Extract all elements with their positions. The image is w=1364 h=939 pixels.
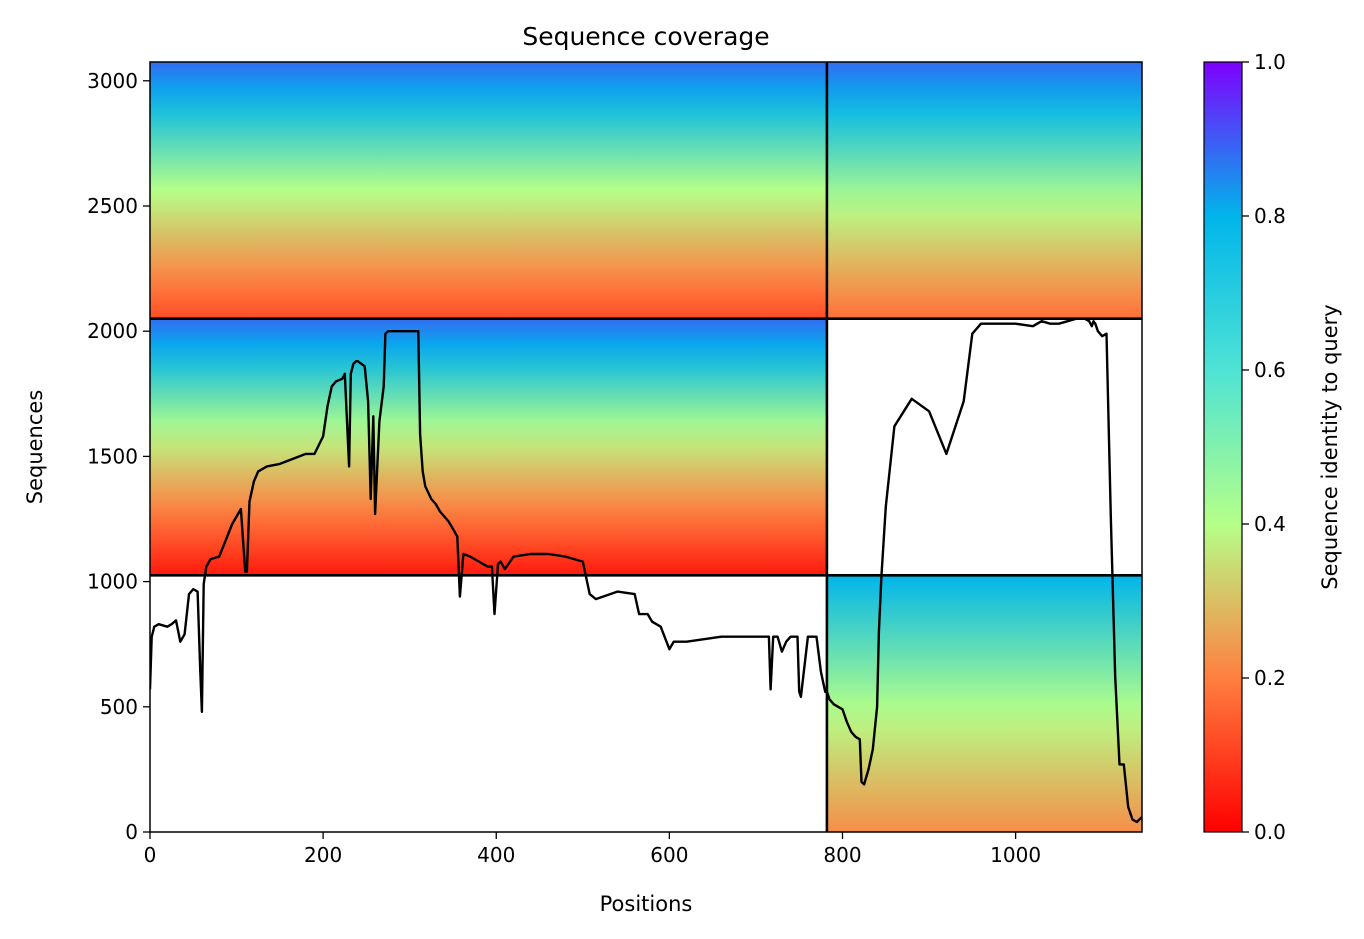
coverage-block [150,62,827,319]
y-tick-label: 0 [125,820,138,844]
x-tick-label: 0 [144,843,157,867]
y-tick-label: 2000 [87,319,138,343]
colorbar [1203,61,1243,833]
coverage-block [150,318,827,576]
x-tick-label: 1000 [990,843,1041,867]
x-axis-label: Positions [600,892,693,916]
coverage-block [826,62,1142,319]
x-tick-label: 800 [823,843,861,867]
coverage-line [150,317,1142,824]
coverage-blocks [150,62,1142,832]
colorbar-tick-label: 0.8 [1254,204,1286,228]
chart-title: Sequence coverage [522,22,769,51]
y-tick-label: 2500 [87,194,138,218]
coverage-block [826,575,1142,832]
plot-frame [149,61,1143,833]
colorbar-tick-label: 1.0 [1254,50,1286,74]
x-tick-label: 400 [477,843,515,867]
colorbar-label: Sequence identity to query [1318,304,1342,589]
y-axis-label: Sequences [23,390,47,505]
x-tick-label: 200 [304,843,342,867]
y-tick-label: 500 [100,695,138,719]
colorbar-axis: 0.0 0.2 0.4 0.6 0.8 1.0 [1242,50,1286,844]
y-tick-label: 1000 [87,570,138,594]
colorbar-tick-label: 0.4 [1254,512,1286,536]
y-tick-label: 1500 [87,444,138,468]
x-axis: 0 200 400 600 800 1000 [144,832,1041,867]
coverage-line-layer [150,317,1142,824]
colorbar-tick-label: 0.0 [1254,820,1286,844]
colorbar-tick-label: 0.2 [1254,666,1286,690]
y-tick-label: 3000 [87,69,138,93]
y-axis: 0 500 1000 1500 2000 2500 3000 [87,69,150,844]
x-tick-label: 600 [650,843,688,867]
chain-boundaries [150,62,1142,832]
colorbar-tick-label: 0.6 [1254,358,1286,382]
